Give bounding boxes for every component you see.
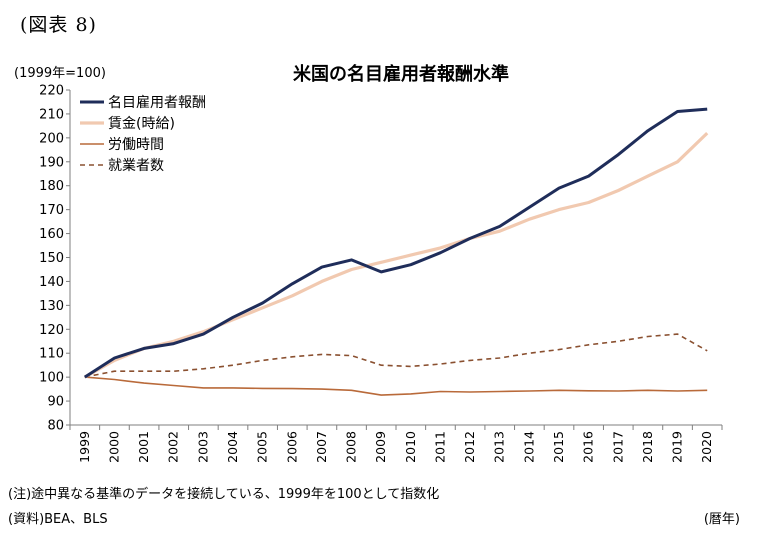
x-tick-label: 2019	[670, 431, 685, 463]
series-line-2	[84, 131, 709, 379]
legend-label: 賃金(時給)	[108, 116, 175, 132]
y-tick-label: 90	[47, 395, 64, 410]
series-line-3	[84, 376, 708, 396]
x-tick-label: 2010	[403, 431, 418, 463]
x-tick-label: 2011	[432, 431, 447, 463]
series-line-4	[84, 333, 708, 378]
x-tick-label: 2002	[166, 431, 181, 463]
y-tick-label: 160	[39, 227, 64, 242]
x-tick-label: 2007	[314, 431, 329, 463]
x-tick-label: 2016	[581, 431, 596, 463]
y-tick-label: 170	[39, 203, 64, 218]
chart-axes	[66, 89, 723, 430]
figure-label: (図表 8)	[20, 14, 97, 36]
chart-title: 米国の名目雇用者報酬水準	[293, 64, 509, 85]
source-note: (資料)BEA、BLS	[8, 512, 108, 527]
x-tick-label: 2020	[699, 431, 714, 463]
series-line-1	[83, 107, 708, 379]
x-tick-labels: 1999 2000 2001 2002 2003 2004 2005 2006 2007 2008…	[77, 431, 714, 463]
x-tick-label: 2014	[521, 431, 536, 463]
chart-series	[83, 107, 709, 396]
y-tick-label: 150	[39, 251, 64, 266]
x-tick-label: 2001	[136, 431, 151, 463]
y-tick-label: 130	[39, 299, 64, 314]
x-tick-label: 2018	[640, 431, 655, 463]
y-tick-label: 190	[39, 155, 64, 170]
legend-label: 就業者数	[108, 158, 164, 174]
y-tick-label: 110	[39, 347, 64, 362]
y-tick-label: 180	[39, 179, 64, 194]
y-tick-label: 220	[39, 84, 64, 99]
x-tick-label: 2017	[610, 431, 625, 463]
legend-label: 労働時間	[108, 137, 164, 153]
x-tick-label: 2004	[225, 431, 240, 463]
y-tick-label: 80	[47, 419, 64, 434]
x-tick-label: 2009	[373, 431, 388, 463]
y-tick-label: 200	[39, 131, 64, 146]
y-tick-label: 100	[39, 371, 64, 386]
y-tick-label: 120	[39, 323, 64, 338]
x-tick-label: 2006	[284, 431, 299, 463]
legend-label: 名目雇用者報酬	[108, 94, 206, 111]
x-tick-label: 2013	[492, 431, 507, 463]
x-unit-label: (暦年)	[703, 512, 740, 527]
y-tick-label: 140	[39, 275, 64, 290]
footnote: (注)途中異なる基準のデータを接続している、1999年を100として指数化	[8, 487, 440, 502]
y-unit-label: (1999年=100)	[14, 66, 106, 81]
y-tick-label: 210	[39, 107, 64, 122]
x-tick-label: 2015	[551, 431, 566, 463]
x-tick-label: 2008	[344, 431, 359, 463]
x-tick-label: 2012	[462, 431, 477, 463]
y-tick-labels: 80 90 100 110 120 130 140 150 160 170 180 190 200 210…	[39, 84, 64, 434]
x-tick-label: 1999	[77, 431, 92, 463]
x-tick-label: 2005	[255, 431, 270, 463]
x-tick-label: 2000	[106, 431, 121, 463]
x-tick-label: 2003	[195, 431, 210, 463]
